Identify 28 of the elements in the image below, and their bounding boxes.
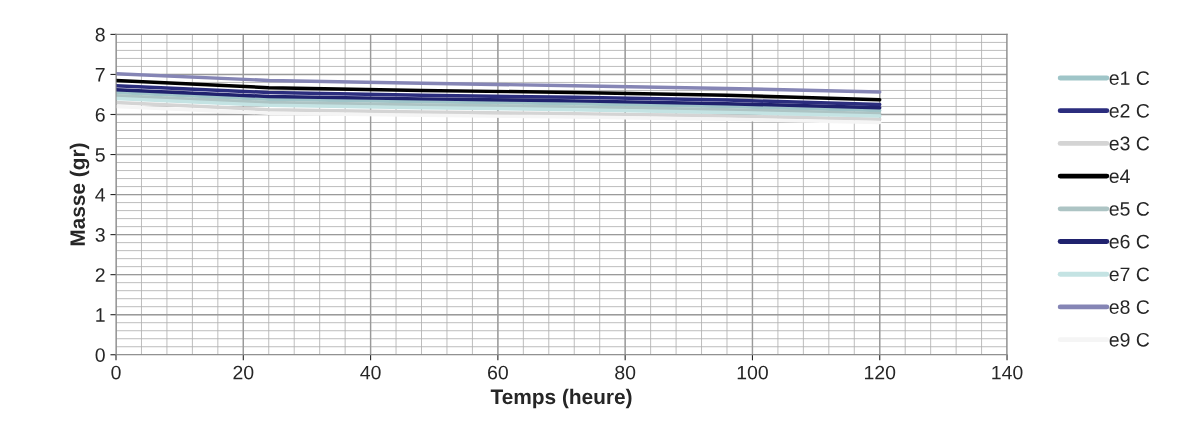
legend-label: e4 <box>1109 169 1130 184</box>
y-tick-label: 1 <box>96 308 105 322</box>
legend-label: e9 C <box>1109 332 1150 347</box>
x-tick-label: 120 <box>865 365 896 380</box>
x-tick-label: 60 <box>488 365 508 380</box>
y-tick-label: 0 <box>95 348 105 362</box>
legend-label: e7 C <box>1109 267 1150 282</box>
x-tick-label: 40 <box>360 365 381 380</box>
x-tick-label: 20 <box>233 365 254 380</box>
y-tick-label: 3 <box>95 228 105 242</box>
legend-label: e6 C <box>1109 234 1150 249</box>
legend-label: e1 C <box>1109 71 1150 85</box>
y-tick-label: 2 <box>95 268 105 282</box>
legend-label: e3 C <box>1109 136 1150 151</box>
x-tick-label: 140 <box>992 365 1023 380</box>
x-tick-label: 0 <box>111 365 121 380</box>
y-tick-label: 7 <box>95 68 105 82</box>
legend-label: e5 C <box>1109 202 1150 216</box>
x-tick-label: 80 <box>615 365 636 380</box>
y-tick-label: 6 <box>95 107 105 122</box>
legend-label: e2 C <box>1109 103 1150 118</box>
x-tick-label: 100 <box>737 365 768 380</box>
y-axis-title: Masse (gr) <box>69 143 90 246</box>
y-tick-label: 8 <box>95 27 105 42</box>
legend-label: e8 C <box>1109 300 1150 314</box>
x-axis-title: Temps (heure) <box>490 388 632 409</box>
y-tick-label: 5 <box>95 148 105 162</box>
y-tick-label: 4 <box>95 188 106 202</box>
